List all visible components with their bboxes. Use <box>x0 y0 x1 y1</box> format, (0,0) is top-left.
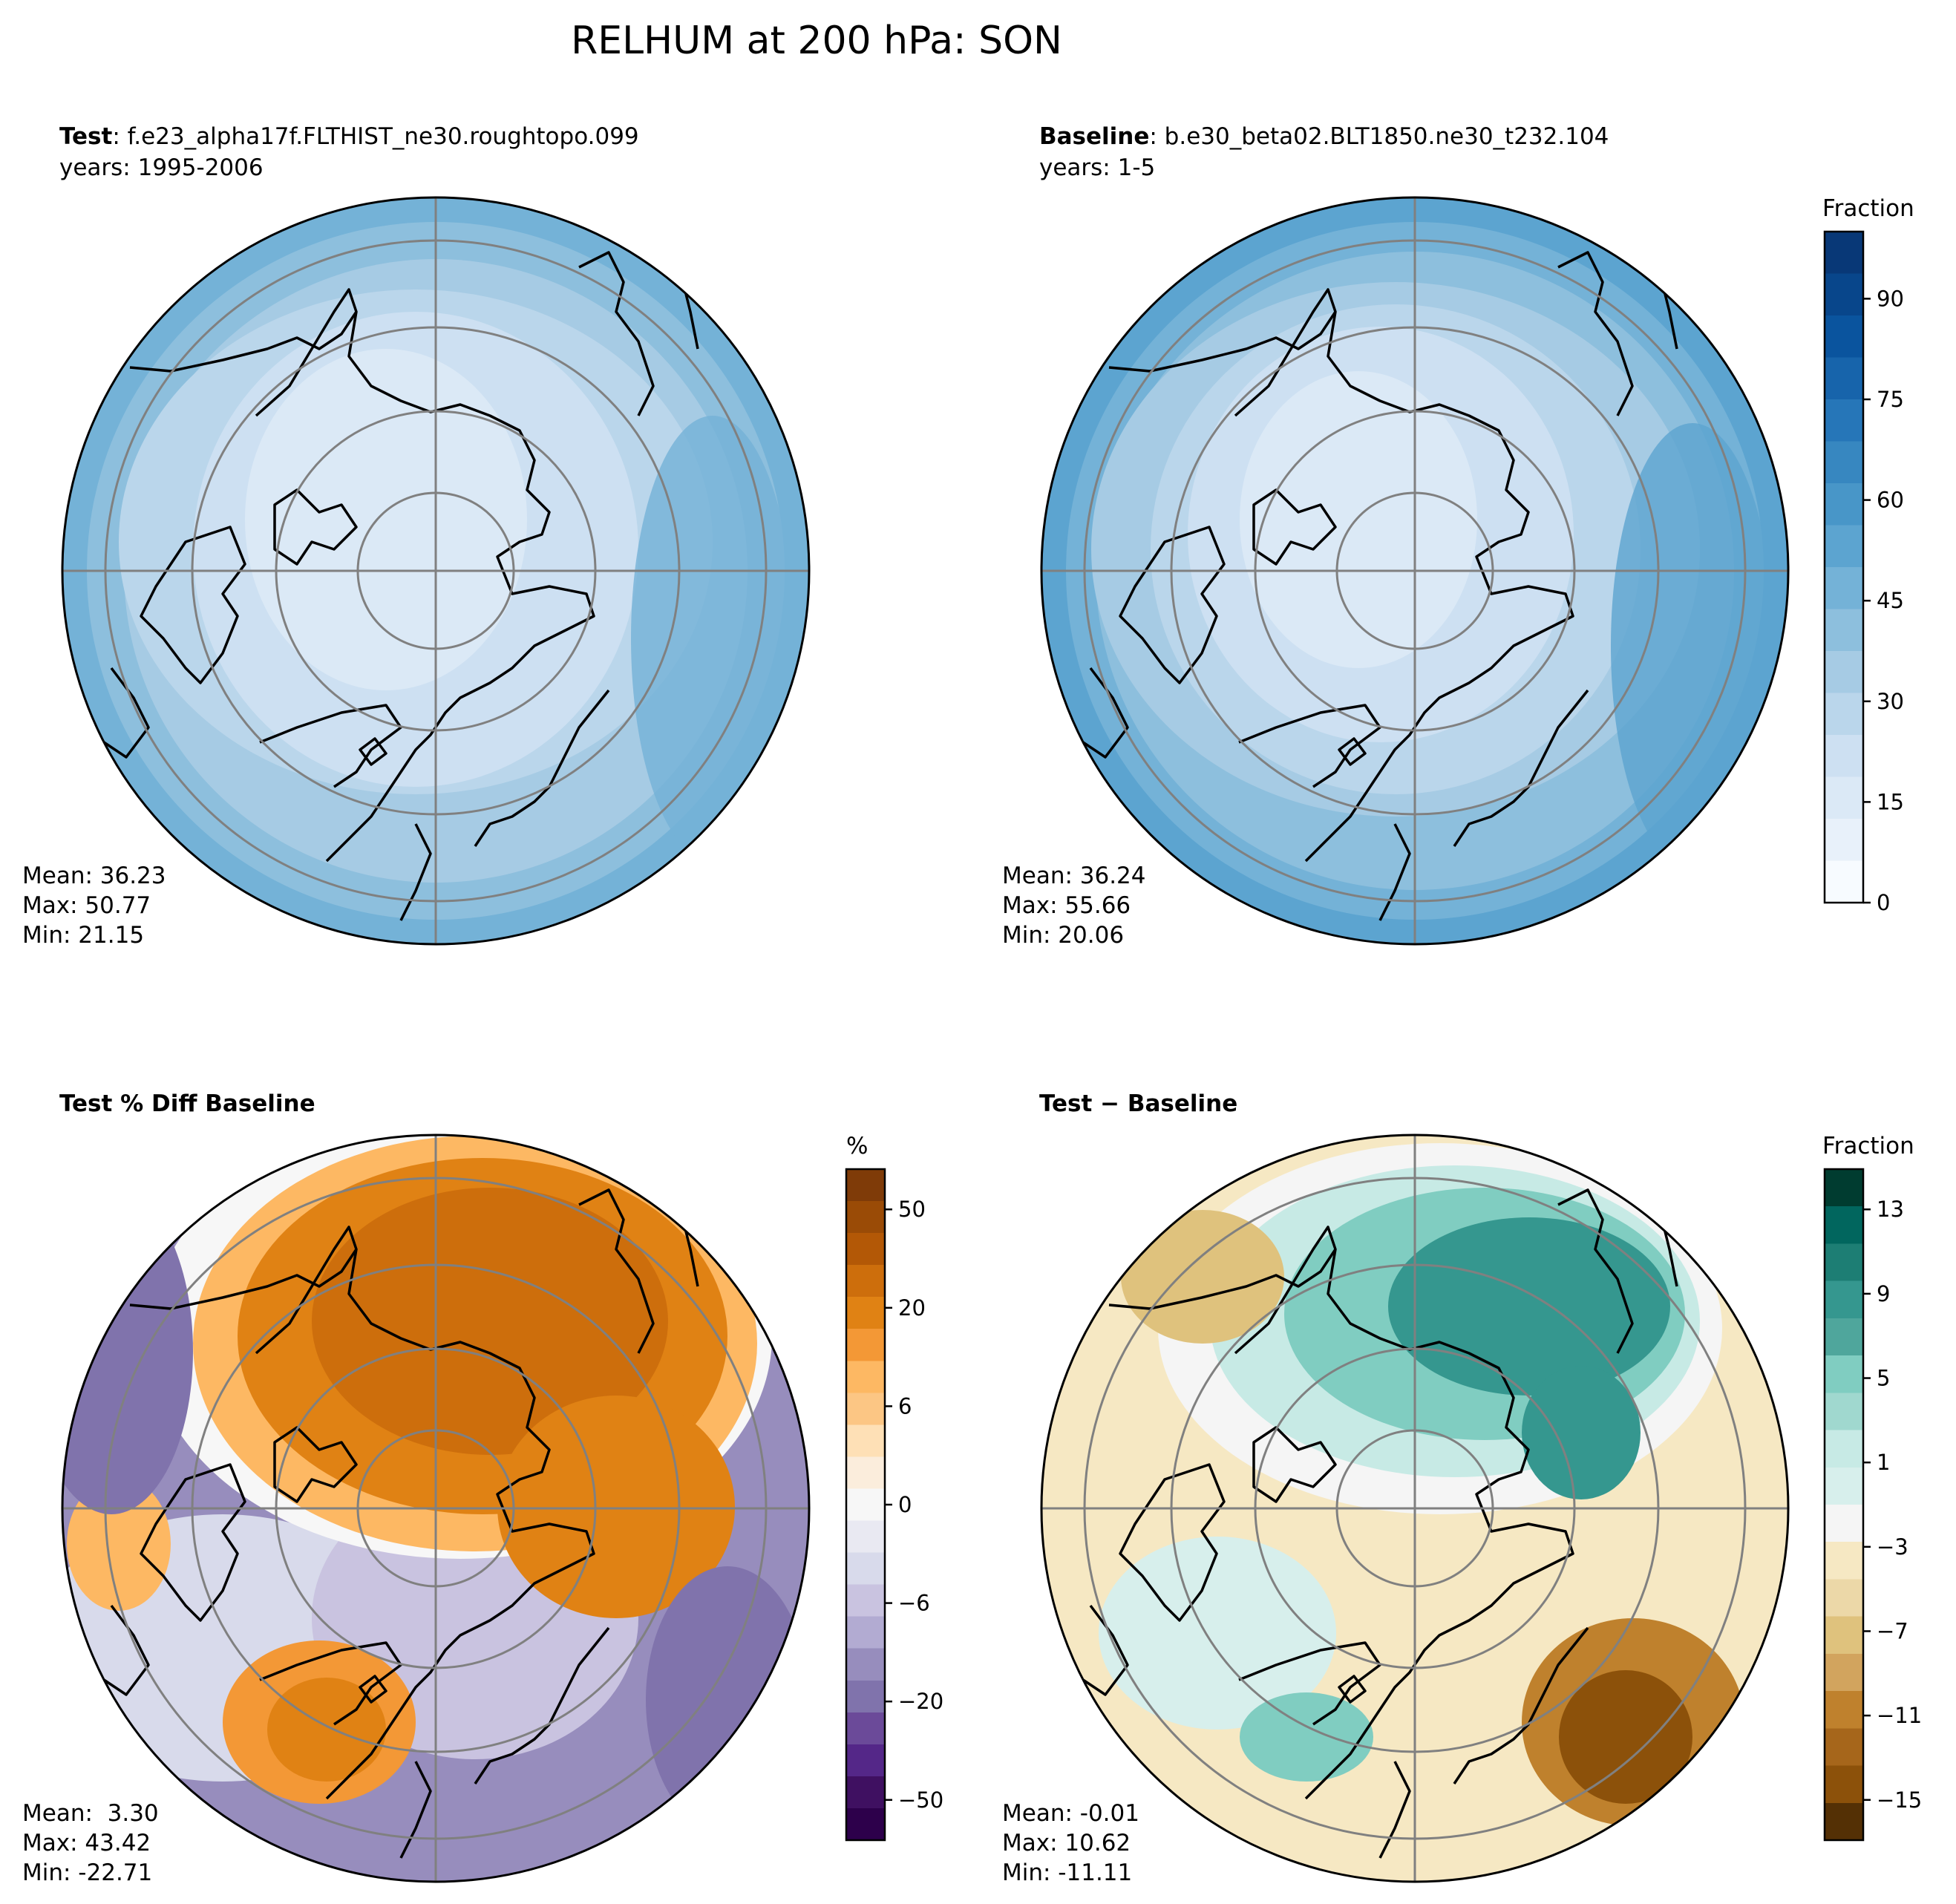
map-boundary <box>1040 196 1790 946</box>
colorbar-tick-label: 5 <box>1877 1366 1890 1391</box>
colorbar-body <box>845 1168 886 1842</box>
panel-years: years: 1-5 <box>1039 154 1155 181</box>
map-boundary <box>61 196 811 946</box>
coastlines <box>1082 1188 1678 1859</box>
stat-min: Min: 20.06 <box>1002 922 1124 949</box>
map-field <box>267 1678 386 1782</box>
colorbar-tick-label: −50 <box>898 1787 943 1813</box>
panel-title: Baseline: b.e30_beta02.BLT1850.ne30_t232… <box>1039 123 1609 150</box>
colorbar-tick-label: 0 <box>898 1492 912 1517</box>
stat-mean: Mean: 36.24 <box>1002 863 1146 889</box>
panel-baseline: Baseline: b.e30_beta02.BLT1850.ne30_t232… <box>1002 123 1914 949</box>
panel-title-rest: : f.e23_alpha17f.FLTHIST_ne30.roughtopo.… <box>112 123 638 150</box>
graticule <box>1041 1135 1788 1882</box>
map-field <box>1121 1210 1284 1344</box>
colorbar-tick-label: −3 <box>1877 1534 1908 1560</box>
colorbar-tick-label: −7 <box>1877 1618 1908 1643</box>
map-field <box>646 1566 809 1833</box>
colorbar-label: Fraction <box>1822 1133 1914 1159</box>
colorbar-tick-label: 50 <box>898 1197 926 1222</box>
colorbar-ticks: −50 −20 −6 0 6 20 50 <box>885 1197 943 1813</box>
colorbar-tick-label: −15 <box>1877 1787 1922 1813</box>
stat-min: Min: -22.71 <box>22 1859 152 1886</box>
colorbar-tick-label: 1 <box>1877 1450 1890 1475</box>
panel-title: Test: f.e23_alpha17f.FLTHIST_ne30.rought… <box>59 123 639 150</box>
panel-title: Test − Baseline <box>1039 1090 1237 1117</box>
panel-title: Test % Diff Baseline <box>59 1090 315 1117</box>
stat-mean: Mean: -0.01 <box>1002 1800 1139 1827</box>
map-field <box>1611 423 1774 868</box>
colorbar-tick-label: 0 <box>1877 890 1890 915</box>
panel-title-bold: Test <box>1039 1090 1093 1117</box>
stat-mean: Mean: 3.30 <box>22 1800 159 1827</box>
stat-min: Min: -11.11 <box>1002 1859 1132 1886</box>
map-field <box>67 1477 171 1611</box>
polar-map <box>1041 197 1788 944</box>
figure-title: RELHUM at 200 hPa: SON <box>571 19 1062 63</box>
map-field <box>1559 1670 1692 1804</box>
stat-max: Max: 55.66 <box>1002 892 1131 919</box>
colorbar-pctdiff: % −50 −20 −6 0 6 20 50 <box>845 1133 943 1842</box>
colorbar-tick-label: 13 <box>1877 1197 1904 1222</box>
map-field <box>631 416 794 861</box>
map-field <box>1240 1692 1373 1782</box>
colorbar-absdiff: Fraction −15 −11 −7 −3 1 5 9 13 <box>1822 1133 1922 1842</box>
map-field <box>1522 1366 1641 1499</box>
graticule <box>1041 197 1788 944</box>
colorbar-body <box>1823 1168 1865 1842</box>
map-boundary <box>61 1133 811 1883</box>
map-field <box>245 349 527 690</box>
graticule <box>62 197 809 944</box>
stat-mean: Mean: 36.23 <box>22 863 166 889</box>
colorbar-tick-label: 30 <box>1877 689 1904 714</box>
panel-test: Test: f.e23_alpha17f.FLTHIST_ne30.rought… <box>22 123 811 949</box>
colorbar-tick-label: 60 <box>1877 488 1904 513</box>
panel-title-bold: Baseline <box>1039 123 1149 150</box>
stat-max: Max: 43.42 <box>22 1830 151 1856</box>
map-field <box>1099 1537 1336 1730</box>
map-field <box>312 1188 668 1455</box>
colorbar-ticks: −15 −11 −7 −3 1 5 9 13 <box>1863 1197 1922 1813</box>
panel-title-rest: : b.e30_beta02.BLT1850.ne30_t232.104 <box>1149 123 1609 150</box>
stat-min: Min: 21.15 <box>22 922 144 949</box>
colorbar-label: % <box>846 1133 868 1159</box>
panel-title-rest: − Baseline <box>1092 1090 1237 1117</box>
graticule <box>62 1135 809 1882</box>
panel-years: years: 1995-2006 <box>59 154 264 181</box>
colorbar-ticks: 0 15 30 45 60 75 90 <box>1863 286 1904 915</box>
polar-map <box>62 1135 809 1882</box>
colorbar-tick-label: −20 <box>898 1689 943 1714</box>
map-field <box>62 1188 193 1514</box>
colorbar-tick-label: 20 <box>898 1295 926 1321</box>
panel-title-bold: Test <box>59 123 113 150</box>
colorbar-tick-label: 75 <box>1877 387 1904 412</box>
map-field <box>1240 371 1477 668</box>
stat-max: Max: 10.62 <box>1002 1830 1131 1856</box>
colorbar-label: Fraction <box>1822 195 1914 222</box>
map-boundary <box>1040 1133 1790 1883</box>
colorbar-tick-label: 45 <box>1877 588 1904 613</box>
colorbar-tick-label: −11 <box>1877 1703 1922 1728</box>
polar-map <box>62 197 809 944</box>
colorbar-tick-label: 90 <box>1877 286 1904 311</box>
stat-max: Max: 50.77 <box>22 892 151 919</box>
colorbar-body <box>1823 230 1865 904</box>
colorbar-baseline: Fraction 0 15 30 45 60 75 90 <box>1822 195 1914 915</box>
panel-pctdiff: Test % Diff Baseline <box>22 1090 943 1886</box>
colorbar-tick-label: −6 <box>898 1591 930 1616</box>
polar-map <box>1041 1135 1788 1882</box>
panel-title-bold: Test % Diff Baseline <box>59 1090 315 1117</box>
map-field <box>497 1396 735 1618</box>
panel-absdiff: Test − Baseline <box>1002 1090 1922 1886</box>
colorbar-tick-label: 6 <box>898 1393 912 1419</box>
colorbar-tick-label: 9 <box>1877 1281 1890 1306</box>
colorbar-tick-label: 15 <box>1877 789 1904 814</box>
